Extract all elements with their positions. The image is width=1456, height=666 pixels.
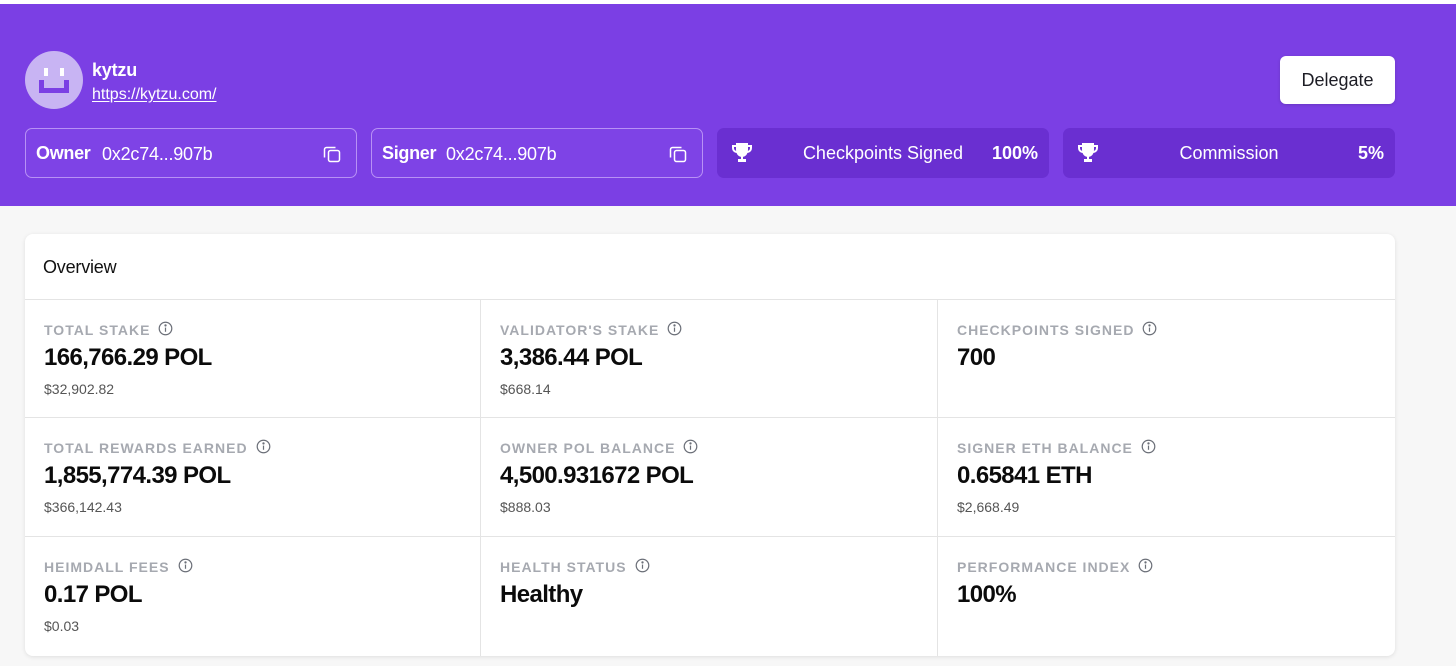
metric-label: TOTAL REWARDS EARNED: [44, 440, 248, 456]
metric-usd-value: $668.14: [500, 381, 551, 397]
metric-label: CHECKPOINTS SIGNED: [957, 322, 1135, 338]
signer-address: 0x2c74...907b: [446, 144, 557, 164]
checkpoints-signed-label: Checkpoints Signed: [802, 143, 964, 163]
metric-usd-value: $2,668.49: [957, 499, 1020, 515]
validator-header: kytzu https://kytzu.com/ Delegate Owner …: [0, 4, 1456, 206]
info-icon[interactable]: [683, 439, 698, 457]
commission-value: 5%: [1357, 143, 1384, 163]
metric-label: PERFORMANCE INDEX: [957, 559, 1131, 575]
commission-stat: Commission 5%: [1063, 128, 1395, 178]
metric-label: OWNER POL BALANCE: [500, 440, 676, 456]
metric-total-stake: TOTAL STAKE 166,766.29 POL $32,902.82: [25, 300, 481, 418]
overview-divider: [25, 299, 1395, 300]
signer-address-box: Signer 0x2c74...907b: [371, 128, 703, 178]
metric-label: HEIMDALL FEES: [44, 559, 170, 575]
overview-metrics-grid: TOTAL STAKE 166,766.29 POL $32,902.82 VA…: [25, 300, 1395, 656]
delegate-button[interactable]: Delegate: [1280, 56, 1395, 104]
info-icon[interactable]: [667, 321, 682, 339]
top-edge: [0, 0, 1456, 4]
trophy-icon: [730, 141, 754, 170]
checkpoints-signed-value: 100%: [991, 143, 1038, 163]
info-icon[interactable]: [158, 321, 173, 339]
owner-label: Owner: [36, 143, 91, 163]
metric-label: VALIDATOR'S STAKE: [500, 322, 660, 338]
metric-health-status: HEALTH STATUS Healthy: [481, 537, 938, 656]
copy-owner-icon[interactable]: [322, 144, 342, 169]
overview-title: Overview: [43, 257, 117, 277]
metric-usd-value: $366,142.43: [44, 499, 122, 515]
info-icon[interactable]: [1142, 321, 1157, 339]
metric-label: HEALTH STATUS: [500, 559, 627, 575]
metric-value: 700: [957, 344, 996, 371]
metric-checkpoints-signed: CHECKPOINTS SIGNED 700: [938, 300, 1395, 418]
info-icon[interactable]: [635, 558, 650, 576]
overview-card: Overview TOTAL STAKE 166,766.29 POL $32,…: [25, 234, 1395, 656]
metric-heimdall-fees: HEIMDALL FEES 0.17 POL $0.03: [25, 537, 481, 656]
info-icon[interactable]: [256, 439, 271, 457]
owner-address-box: Owner 0x2c74...907b: [25, 128, 357, 178]
metric-value: 3,386.44 POL: [500, 344, 643, 371]
metric-usd-value: $0.03: [44, 618, 80, 634]
metric-value: 100%: [957, 581, 1017, 608]
owner-address: 0x2c74...907b: [102, 144, 213, 164]
metric-total-rewards-earned: TOTAL REWARDS EARNED 1,855,774.39 POL $3…: [25, 418, 481, 537]
metric-value: 166,766.29 POL: [44, 344, 212, 371]
validator-name: kytzu: [92, 60, 138, 80]
metric-label: TOTAL STAKE: [44, 322, 151, 338]
metric-signer-eth-balance: SIGNER ETH BALANCE 0.65841 ETH $2,668.49: [938, 418, 1395, 537]
metric-value: 4,500.931672 POL: [500, 462, 694, 489]
metric-owner-pol-balance: OWNER POL BALANCE 4,500.931672 POL $888.…: [481, 418, 938, 537]
info-icon[interactable]: [178, 558, 193, 576]
metric-usd-value: $32,902.82: [44, 381, 115, 397]
metric-label: SIGNER ETH BALANCE: [957, 440, 1133, 456]
metric-usd-value: $888.03: [500, 499, 551, 515]
metric-validators-stake: VALIDATOR'S STAKE 3,386.44 POL $668.14: [481, 300, 938, 418]
copy-signer-icon[interactable]: [668, 144, 688, 169]
commission-label: Commission: [1179, 143, 1279, 163]
signer-label: Signer: [382, 143, 437, 163]
metric-value: 0.17 POL: [44, 581, 143, 608]
metric-value: 1,855,774.39 POL: [44, 462, 231, 489]
metric-performance-index: PERFORMANCE INDEX 100%: [938, 537, 1395, 656]
checkpoints-signed-stat: Checkpoints Signed 100%: [717, 128, 1049, 178]
smiley-face-icon: [39, 68, 69, 93]
metric-value: Healthy: [500, 581, 583, 608]
validator-website-link[interactable]: https://kytzu.com/: [92, 86, 217, 103]
info-icon[interactable]: [1138, 558, 1153, 576]
info-icon[interactable]: [1141, 439, 1156, 457]
trophy-icon: [1076, 141, 1100, 170]
metric-value: 0.65841 ETH: [957, 462, 1092, 489]
avatar: [25, 51, 83, 109]
